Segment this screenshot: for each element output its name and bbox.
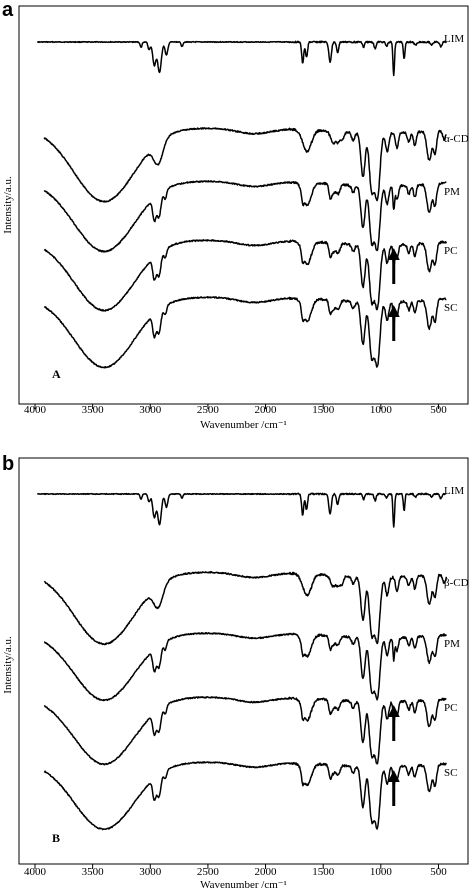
series-label: PC [444,245,457,257]
spectrum-trace [43,127,447,203]
x-tick-label: 500 [430,404,447,416]
panel-inner-label: A [52,367,61,381]
x-tick-label: 1000 [370,866,393,878]
panel-a: a 4000 3500 3000 2500 2000 1500 1000 500 Wavenumb… [2,0,469,431]
spectrum-trace [43,695,447,766]
series-label: PM [444,186,460,198]
x-tick-label: 4000 [24,404,47,416]
spectrum-trace [43,570,448,646]
spectrum-trace [43,239,448,312]
x-tick-label: 1500 [312,404,335,416]
spectrum-trace [36,492,447,528]
x-tick-label: 3000 [139,404,162,416]
x-tick-label: 500 [430,866,447,878]
series-label: SC [444,767,457,779]
x-tick-label: 2000 [255,866,278,878]
spectrum-trace [43,296,447,369]
x-tick-label: 3000 [139,866,162,878]
spectrum-trace [43,761,447,831]
x-tick-label: 4000 [24,866,47,878]
band-arrow-head [387,248,400,260]
x-axis-label: Wavenumber /cm⁻¹ [200,879,287,890]
x-axis-label: Wavenumber /cm⁻¹ [200,419,287,431]
band-arrow-head [387,305,400,317]
plot-frame [18,5,469,405]
series-label: α-CD [444,133,469,145]
panel-inner-label: B [52,831,60,845]
series-label: SC [444,302,457,314]
x-tick-label: 3500 [82,404,105,416]
x-tick-label: 1000 [370,404,393,416]
spectrum-trace [43,632,447,702]
y-axis-label: Intensity/a.u. [2,176,14,234]
x-tick-label: 1500 [312,866,335,878]
x-tick-label: 2000 [255,404,278,416]
x-tick-label: 2500 [197,866,220,878]
spectrum-trace [37,40,447,77]
panel-letter: a [2,0,14,21]
y-axis-label: Intensity/a.u. [2,636,14,694]
series-label: PC [444,702,457,714]
plot-frame [18,457,469,865]
panel-b: b 4000 3500 3000 2500 2000 1500 1000 500 Wavenumb… [2,453,469,890]
panel-letter: b [2,453,14,475]
x-tick-label: 3500 [82,866,105,878]
series-label: LIM [444,485,464,497]
spectrum-trace [43,180,447,253]
band-arrow-head [387,705,400,717]
series-label: LIM [444,33,464,45]
series-label: β-CD [444,577,469,589]
x-tick-label: 2500 [197,404,220,416]
band-arrow-head [387,770,400,782]
series-label: PM [444,638,460,650]
